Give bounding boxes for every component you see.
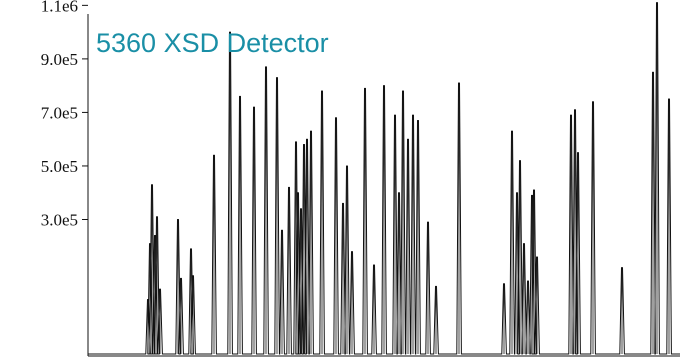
- y-tick-label: 7.0e5: [41, 103, 78, 122]
- chart-title: 5360 XSD Detector: [96, 28, 329, 58]
- peak-marks: [147, 2, 670, 354]
- signal-trace: [88, 2, 680, 355]
- y-tick-label: 3.0e5: [41, 210, 78, 229]
- y-axis-ticks: 1.1e6 9.0e5 7.0e5 5.0e5 3.0e5: [41, 0, 88, 229]
- y-tick-label: 9.0e5: [41, 50, 78, 69]
- y-tick-label: 5.0e5: [41, 157, 78, 176]
- y-tick-label: 1.1e6: [41, 0, 78, 15]
